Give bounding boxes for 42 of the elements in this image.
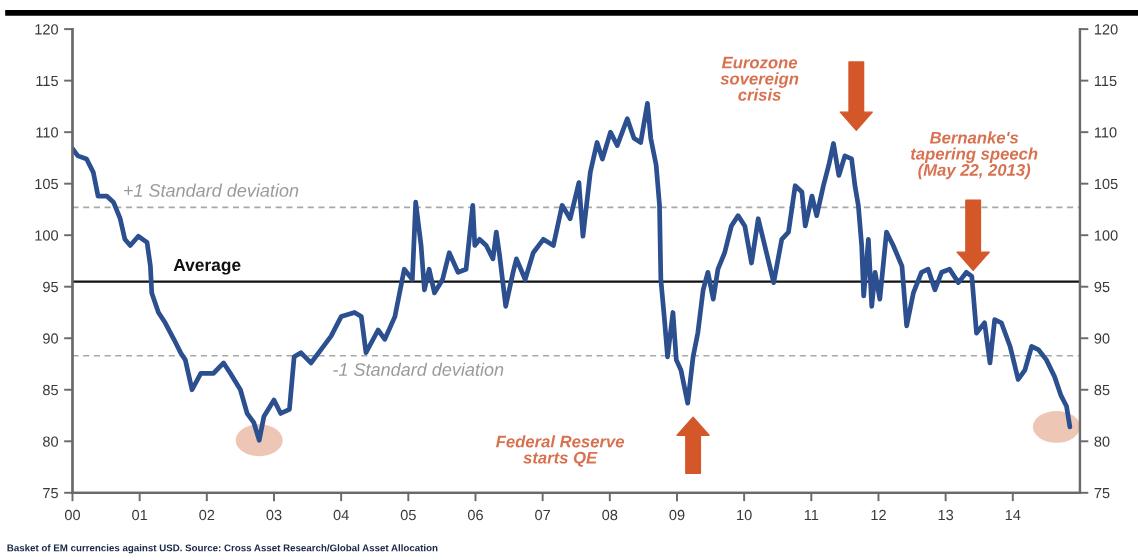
y-tick-label: 120: [35, 24, 59, 35]
ref-line-label: -1 Standard deviation: [333, 362, 504, 376]
x-tick-label: 00: [64, 509, 81, 521]
y2-tick-label: 75: [1094, 488, 1110, 499]
x-tick-label: 05: [400, 509, 416, 521]
annotation: Eurozone sovereign crisis: [720, 56, 799, 101]
y-tick-label: 95: [43, 281, 58, 293]
y2-tick-label: 115: [1094, 75, 1117, 87]
y2-tick-label: 110: [1094, 127, 1117, 138]
x-tick-label: 10: [737, 509, 752, 521]
annotation: Federal Reserve starts QE: [496, 435, 625, 467]
x-tick-label: 02: [199, 509, 215, 521]
y2-tick-label: 85: [1094, 384, 1110, 396]
text: Basket of EM currencies against USD. Source: Cross Asset Research/Global Asset Allocation: [7, 544, 438, 554]
y-tick-label: 75: [43, 488, 58, 499]
y-tick-label: 110: [36, 127, 59, 138]
y2-tick-label: 95: [1094, 281, 1110, 293]
x-tick-label: 14: [1005, 510, 1021, 521]
x-tick-label: 11: [804, 510, 819, 521]
x-tick-label: 01: [132, 509, 148, 521]
x-tick-label: 03: [266, 509, 282, 521]
x-tick-label: 07: [535, 509, 551, 521]
annotation: Bernanke's tapering speech (May 22, 2013): [910, 131, 1038, 180]
x-tick-label: 08: [602, 509, 618, 521]
y-tick-label: 85: [43, 384, 58, 396]
ref-line-label: Average: [173, 259, 241, 275]
y2-tick-label: 100: [1094, 230, 1118, 241]
y-tick-label: 90: [43, 333, 59, 344]
x-tick-label: 12: [871, 509, 886, 521]
y2-tick-label: 120: [1094, 24, 1118, 35]
y-tick-label: 105: [35, 178, 58, 190]
ref-line-label: +1 Standard deviation: [124, 183, 299, 197]
y2-tick-label: 90: [1094, 333, 1110, 344]
y-tick-label: 115: [36, 75, 58, 87]
x-tick-label: 04: [333, 509, 349, 521]
y-tick-label: 100: [35, 230, 59, 241]
y-tick-label: 80: [43, 436, 59, 447]
x-tick-label: 06: [467, 509, 483, 521]
y2-tick-label: 105: [1094, 178, 1118, 190]
y2-tick-label: 80: [1094, 436, 1110, 447]
x-tick-label: 13: [938, 509, 954, 521]
x-tick-label: 09: [669, 509, 685, 521]
